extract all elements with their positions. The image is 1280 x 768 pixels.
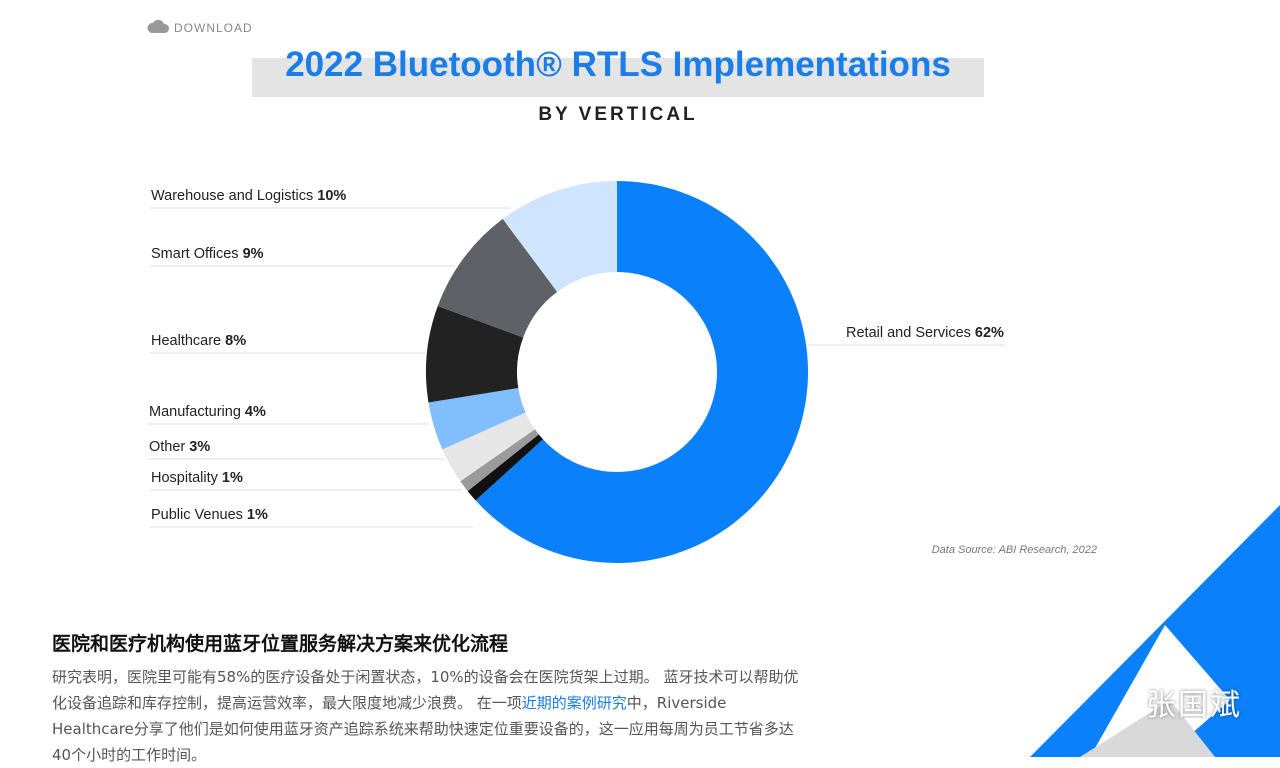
watermark: 张国斌 — [1146, 688, 1242, 723]
slice-label: Hospitality 1% — [151, 470, 243, 486]
slice-label: Manufacturing 4% — [149, 404, 266, 420]
category-name: Other — [149, 439, 185, 455]
data-source: Data Source: ABI Research, 2022 — [932, 544, 1097, 556]
value-label: 8% — [225, 333, 246, 349]
slice — [460, 429, 539, 492]
article-heading: 医院和医疗机构使用蓝牙位置服务解决方案来优化流程 — [52, 633, 509, 655]
slice — [467, 434, 543, 501]
value-label: 10% — [317, 188, 346, 204]
slice-label: Warehouse and Logistics 10% — [151, 188, 346, 204]
slice-label: Public Venues 1% — [151, 507, 268, 523]
download-icon — [147, 19, 170, 33]
category-name: Smart Offices — [151, 246, 239, 262]
value-label: 62% — [975, 325, 1004, 341]
slice — [502, 181, 617, 292]
slice-label: Other 3% — [149, 439, 210, 455]
value-label: 9% — [243, 246, 264, 262]
value-label: 1% — [222, 470, 243, 486]
download-label: DOWNLOAD — [174, 21, 253, 35]
category-name: Public Venues — [151, 507, 243, 523]
donut — [426, 181, 808, 563]
slice — [442, 412, 535, 482]
text: 研究表明，医院里可能有58%的医疗设备处于闲置状态，10%的设备会在医院货架上过… — [52, 668, 799, 712]
value-label: 4% — [245, 404, 266, 420]
slice — [475, 181, 808, 563]
slice — [428, 387, 526, 450]
decoration — [1080, 700, 1215, 757]
category-name: Retail and Services — [846, 325, 971, 341]
chart-subtitle: BY VERTICAL — [538, 104, 697, 125]
decoration — [1090, 625, 1230, 757]
download-button[interactable]: DOWNLOAD — [147, 19, 253, 35]
slice — [426, 306, 524, 403]
category-name: Hospitality — [151, 470, 219, 486]
value-label: 3% — [189, 439, 210, 455]
article: 医院和医疗机构使用蓝牙位置服务解决方案来优化流程 研究表明，医院里可能有58%的… — [52, 630, 804, 768]
slice-label: Smart Offices 9% — [151, 246, 264, 262]
chart-title: 2022 Bluetooth® RTLS Implementations — [285, 45, 951, 84]
value-label: 1% — [247, 507, 268, 523]
title-highlight — [252, 58, 984, 97]
category-name: Healthcare — [151, 333, 221, 349]
category-name: Manufacturing — [149, 404, 241, 420]
slice — [437, 218, 558, 338]
link[interactable]: 近期的案例研究 — [521, 694, 627, 712]
article-paragraph: 研究表明，医院里可能有58%的医疗设备处于闲置状态，10%的设备会在医院货架上过… — [52, 664, 804, 768]
slice-label: Retail and Services 62% — [846, 325, 1004, 341]
category-name: Warehouse and Logistics — [151, 188, 313, 204]
labels: Retail and Services 62%Public Venues 1%Hos… — [148, 188, 1005, 528]
slice-label: Healthcare 8% — [151, 333, 246, 349]
